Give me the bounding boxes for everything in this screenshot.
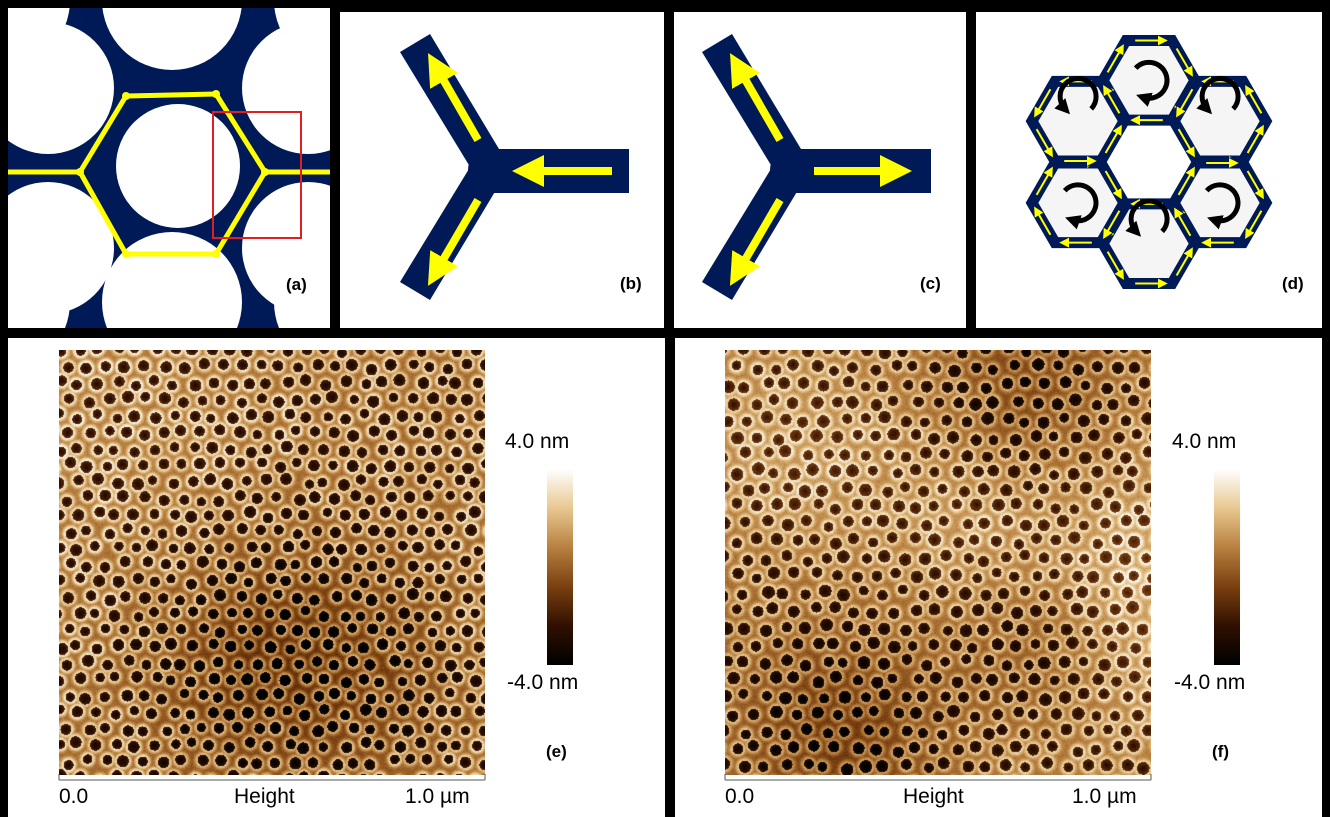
x-axis-end-label: 1.0 µm: [1072, 785, 1137, 809]
panel-c: (c): [674, 12, 966, 328]
colorbar: [547, 469, 573, 665]
panel-f: 4.0 nm -4.0 nm (f) 0.0 Height 1.0 µm: [675, 338, 1322, 817]
x-axis-end-label: 1.0 µm: [405, 785, 470, 809]
colorbar-min-label: -4.0 nm: [507, 671, 578, 695]
hexagon-cell: [1174, 81, 1266, 161]
panel-label: (c): [920, 274, 941, 294]
panel-label: (b): [620, 274, 642, 294]
panel-label: (f): [1212, 742, 1229, 762]
panel-label: (d): [1282, 274, 1304, 294]
colorbar: [1214, 469, 1240, 665]
panel-b: (b): [340, 12, 664, 328]
colorbar-min-label: -4.0 nm: [1174, 671, 1245, 695]
hexagon-cell: [1032, 163, 1124, 243]
panel-e: 4.0 nm -4.0 nm (e) 0.0 Height 1.0 µm: [8, 338, 665, 817]
colorbar-max-label: 4.0 nm: [505, 430, 569, 454]
x-axis-title: Height: [903, 785, 964, 809]
panel-label: (e): [546, 742, 567, 762]
x-axis-start-label: 0.0: [59, 785, 88, 809]
panel-d: (d): [976, 12, 1322, 328]
colorbar-max-label: 4.0 nm: [1172, 430, 1236, 454]
vertex-diagram-b: [340, 12, 664, 328]
honeycomb-loop-diagram: [976, 12, 1322, 328]
antidot-lattice-diagram: [8, 8, 330, 328]
panel-label: (a): [286, 275, 307, 295]
x-axis-title: Height: [234, 785, 295, 809]
hexagon-cell: [1032, 81, 1124, 161]
x-axis-start-label: 0.0: [725, 785, 754, 809]
panel-a: (a): [8, 8, 330, 328]
